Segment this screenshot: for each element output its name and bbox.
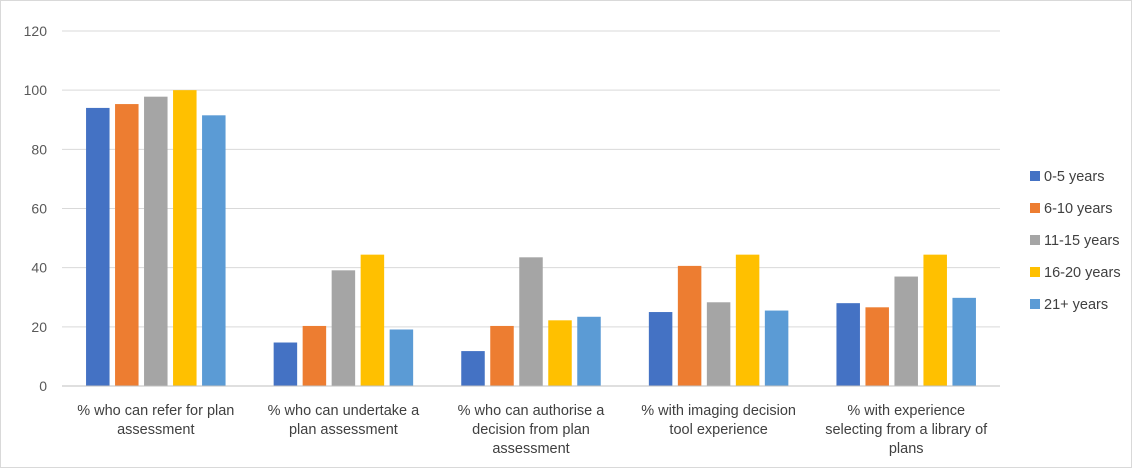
category-label-line: selecting from a library of — [825, 422, 988, 438]
category-label-line: assessment — [117, 422, 194, 438]
bar-16-20-years-5 — [923, 254, 947, 386]
bar-6-10-years-4 — [677, 265, 702, 386]
bar-6-10-years-1 — [115, 104, 139, 386]
category-label: % who can authorise a decision from plan a… — [458, 403, 606, 457]
category-label: % with imaging decision tool experience — [641, 403, 796, 438]
category-label-line: % with experience — [847, 403, 965, 419]
legend-label: 6-10 years — [1044, 201, 1113, 217]
legend-swatch — [1030, 299, 1040, 309]
bar-0-5-years-2 — [273, 342, 298, 386]
y-tick-label: 80 — [31, 141, 47, 157]
category-label-line: % with imaging decision — [641, 403, 796, 419]
bar-6-10-years-5 — [865, 307, 889, 386]
y-axis-tick-labels: 0 20 40 60 80 100 120 — [24, 23, 48, 394]
category-label-line: % who can authorise a — [458, 403, 606, 419]
y-tick-label: 20 — [31, 319, 47, 335]
bar-21-years-5 — [952, 297, 976, 386]
bar-11-15-years-1 — [144, 96, 168, 387]
legend-label: 16-20 years — [1044, 265, 1121, 281]
bar-16-20-years-1 — [173, 90, 197, 387]
bar-16-20-years-2 — [360, 254, 385, 386]
bar-6-10-years-3 — [490, 325, 514, 386]
y-tick-label: 40 — [31, 260, 47, 276]
category-label-line: plan assessment — [289, 422, 398, 438]
bar-21-years-3 — [577, 316, 601, 386]
legend: 0-5 years 6-10 years 11-15 years 16-20 year… — [1030, 169, 1121, 313]
category-label-line: % who can undertake a — [268, 403, 420, 419]
bar-16-20-years-3 — [548, 320, 572, 386]
bar-0-5-years-1 — [86, 107, 110, 387]
category-label-line: tool experience — [669, 422, 767, 438]
bar-11-15-years-3 — [519, 257, 543, 386]
bar-21-years-4 — [764, 310, 789, 386]
legend-swatch — [1030, 235, 1040, 245]
bar-6-10-years-2 — [302, 325, 327, 386]
category-label-line: decision from plan — [472, 422, 590, 438]
bars — [86, 90, 976, 387]
bar-0-5-years-5 — [836, 303, 860, 386]
legend-swatch — [1030, 203, 1040, 213]
bar-0-5-years-4 — [648, 312, 673, 386]
bar-11-15-years-5 — [894, 276, 918, 386]
y-tick-label: 0 — [39, 378, 47, 394]
category-label-line: plans — [889, 441, 924, 457]
bar-16-20-years-4 — [735, 254, 760, 386]
category-label-line: assessment — [492, 441, 569, 457]
category-label: % with experience selecting from a librar… — [825, 403, 988, 457]
bar-11-15-years-2 — [331, 270, 356, 386]
legend-label: 21+ years — [1044, 297, 1108, 313]
category-labels: % who can refer for plan assessment% who … — [77, 403, 988, 457]
bar-21-years-1 — [202, 115, 226, 386]
category-label: % who can refer for plan assessment — [77, 403, 234, 438]
y-tick-label: 120 — [24, 23, 48, 39]
category-label-line: % who can refer for plan — [77, 403, 234, 419]
category-label: % who can undertake a plan assessment — [268, 403, 420, 438]
bar-0-5-years-3 — [461, 351, 485, 386]
legend-label: 11-15 years — [1044, 233, 1120, 249]
y-tick-label: 100 — [24, 82, 48, 98]
legend-swatch — [1030, 171, 1040, 181]
bar-11-15-years-4 — [706, 302, 731, 386]
legend-label: 0-5 years — [1044, 169, 1104, 185]
y-tick-label: 60 — [31, 201, 47, 217]
legend-swatch — [1030, 267, 1040, 277]
bar-21-years-2 — [389, 329, 414, 386]
